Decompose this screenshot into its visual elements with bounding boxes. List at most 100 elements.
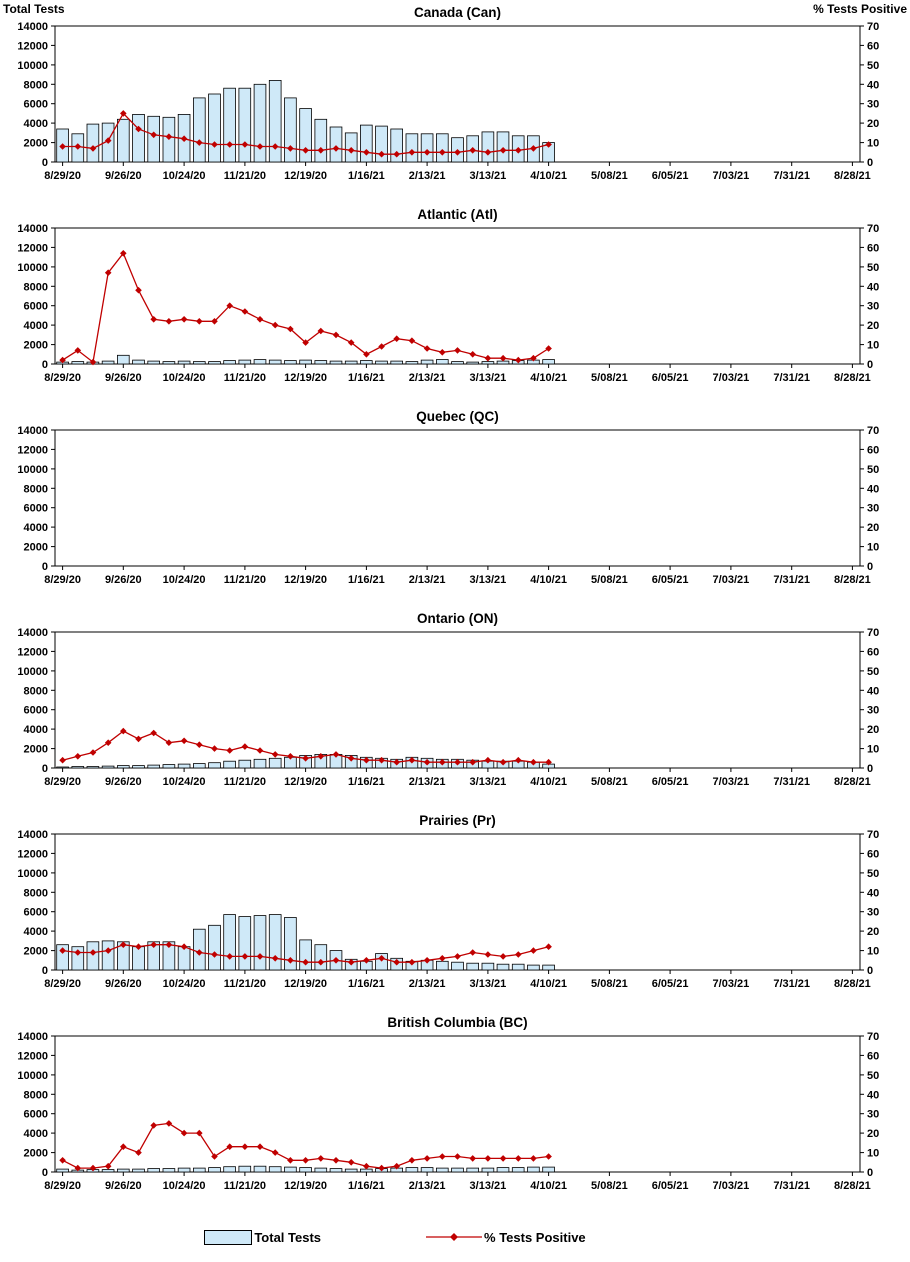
svg-text:12000: 12000	[17, 646, 48, 658]
right-axis: 0 10 20 30 40 50 60 70	[860, 1031, 879, 1179]
svg-text:14000: 14000	[17, 829, 48, 841]
svg-text:10/24/20: 10/24/20	[163, 1180, 206, 1192]
legend-item-pct-positive: % Tests Positive	[426, 1230, 586, 1245]
left-axis: 0 2000 4000 6000 8000 10000 12000 14000	[17, 223, 55, 371]
right-axis: 0 10 20 30 40 50 60 70	[860, 223, 879, 371]
right-axis: 0 10 20 30 40 50 60 70	[860, 627, 879, 775]
pct-positive-line-swatch-icon	[426, 1233, 483, 1241]
svg-text:5/08/21: 5/08/21	[591, 1180, 628, 1192]
svg-text:20: 20	[867, 1128, 879, 1140]
right-axis: 0 10 20 30 40 50 60 70	[860, 829, 879, 977]
svg-text:30: 30	[867, 99, 879, 111]
svg-text:10000: 10000	[17, 262, 48, 274]
svg-text:12000: 12000	[17, 40, 48, 52]
svg-text:0: 0	[42, 157, 48, 169]
svg-text:2/13/21: 2/13/21	[409, 1180, 446, 1192]
svg-text:10000: 10000	[17, 464, 48, 476]
svg-text:8/28/21: 8/28/21	[834, 170, 871, 182]
svg-text:8000: 8000	[24, 483, 48, 495]
svg-text:60: 60	[867, 848, 879, 860]
svg-text:70: 70	[867, 21, 879, 33]
x-axis: 8/29/20 9/26/20 10/24/20 11/21/20 12/19/20 1/…	[44, 364, 871, 384]
svg-text:6/05/21: 6/05/21	[652, 1180, 689, 1192]
svg-text:2/13/21: 2/13/21	[409, 978, 446, 990]
left-axis: 0 2000 4000 6000 8000 10000 12000 14000	[17, 425, 55, 573]
left-axis: 0 2000 4000 6000 8000 10000 12000 14000	[17, 1031, 55, 1179]
svg-text:7/31/21: 7/31/21	[773, 978, 810, 990]
svg-text:9/26/20: 9/26/20	[105, 978, 142, 990]
svg-text:8/29/20: 8/29/20	[44, 574, 81, 586]
svg-text:50: 50	[867, 262, 879, 274]
svg-text:5/08/21: 5/08/21	[591, 574, 628, 586]
pct-positive-markers	[59, 250, 552, 366]
svg-text:11/21/20: 11/21/20	[224, 372, 266, 384]
svg-text:70: 70	[867, 627, 879, 639]
left-axis-title: Total Tests	[3, 2, 65, 16]
svg-text:20: 20	[867, 724, 879, 736]
total-tests-legend-label: Total Tests	[254, 1229, 322, 1245]
svg-text:7/31/21: 7/31/21	[773, 574, 810, 586]
svg-text:6000: 6000	[24, 705, 48, 717]
svg-text:8/28/21: 8/28/21	[834, 574, 871, 586]
svg-text:12000: 12000	[17, 848, 48, 860]
svg-text:7/31/21: 7/31/21	[773, 170, 810, 182]
svg-text:8/29/20: 8/29/20	[44, 372, 81, 384]
svg-text:0: 0	[42, 359, 48, 371]
svg-text:0: 0	[867, 763, 873, 775]
svg-text:50: 50	[867, 60, 879, 72]
svg-text:0: 0	[42, 1167, 48, 1179]
svg-text:2000: 2000	[24, 340, 48, 352]
svg-text:6/05/21: 6/05/21	[652, 170, 689, 182]
svg-text:7/03/21: 7/03/21	[713, 372, 750, 384]
svg-text:3/13/21: 3/13/21	[470, 372, 507, 384]
svg-text:3/13/21: 3/13/21	[470, 978, 507, 990]
chart-svg: Atlantic (Atl) 0 2000 4000 6000 8000 10000 1200…	[17, 207, 879, 384]
svg-text:7/03/21: 7/03/21	[713, 978, 750, 990]
svg-text:9/26/20: 9/26/20	[105, 1180, 142, 1192]
svg-text:10: 10	[867, 138, 879, 150]
svg-text:0: 0	[42, 561, 48, 573]
svg-text:40: 40	[867, 887, 879, 899]
plot-border	[54, 833, 861, 971]
svg-text:7/03/21: 7/03/21	[713, 574, 750, 586]
svg-text:30: 30	[867, 503, 879, 515]
svg-text:70: 70	[867, 1031, 879, 1043]
svg-text:11/21/20: 11/21/20	[224, 170, 266, 182]
svg-text:8/28/21: 8/28/21	[834, 776, 871, 788]
total-tests-swatch	[204, 1229, 253, 1245]
svg-text:14000: 14000	[17, 223, 48, 235]
svg-text:0: 0	[867, 965, 873, 977]
chart-svg: British Columbia (BC) 0 2000 4000 6000 8000 10…	[17, 1015, 879, 1192]
svg-text:8/28/21: 8/28/21	[834, 978, 871, 990]
svg-text:60: 60	[867, 444, 879, 456]
svg-text:14000: 14000	[17, 425, 48, 437]
svg-text:6/05/21: 6/05/21	[652, 978, 689, 990]
svg-text:3/13/21: 3/13/21	[470, 776, 507, 788]
svg-text:4/10/21: 4/10/21	[530, 372, 567, 384]
svg-text:50: 50	[867, 666, 879, 678]
svg-text:8/29/20: 8/29/20	[44, 170, 81, 182]
svg-text:0: 0	[867, 359, 873, 371]
svg-text:11/21/20: 11/21/20	[224, 1180, 266, 1192]
x-axis: 8/29/20 9/26/20 10/24/20 11/21/20 12/19/20 1/…	[44, 768, 871, 788]
pct-positive-markers	[59, 1120, 552, 1172]
svg-text:0: 0	[42, 965, 48, 977]
svg-text:40: 40	[867, 685, 879, 697]
chart-svg: Quebec (QC) 0 2000 4000 6000 8000 10000 12000 14…	[17, 409, 879, 586]
svg-text:2000: 2000	[24, 946, 48, 958]
svg-text:9/26/20: 9/26/20	[105, 574, 142, 586]
svg-text:9/26/20: 9/26/20	[105, 372, 142, 384]
svg-text:10/24/20: 10/24/20	[163, 776, 206, 788]
svg-text:10: 10	[867, 744, 879, 756]
chart-title: Prairies (Pr)	[419, 813, 496, 828]
svg-text:2000: 2000	[24, 1148, 48, 1160]
svg-text:50: 50	[867, 464, 879, 476]
charts-column: Canada (Can) 0 2000 4000 6000 8000 10000 12000 1…	[3, 2, 907, 1192]
svg-text:12/19/20: 12/19/20	[284, 170, 327, 182]
svg-text:0: 0	[867, 561, 873, 573]
svg-text:4/10/21: 4/10/21	[530, 978, 567, 990]
svg-text:14000: 14000	[17, 21, 48, 33]
pct-positive-swatch-diamond	[450, 1233, 459, 1241]
svg-text:40: 40	[867, 79, 879, 91]
legend-item-total-tests: Total Tests	[204, 1229, 322, 1245]
